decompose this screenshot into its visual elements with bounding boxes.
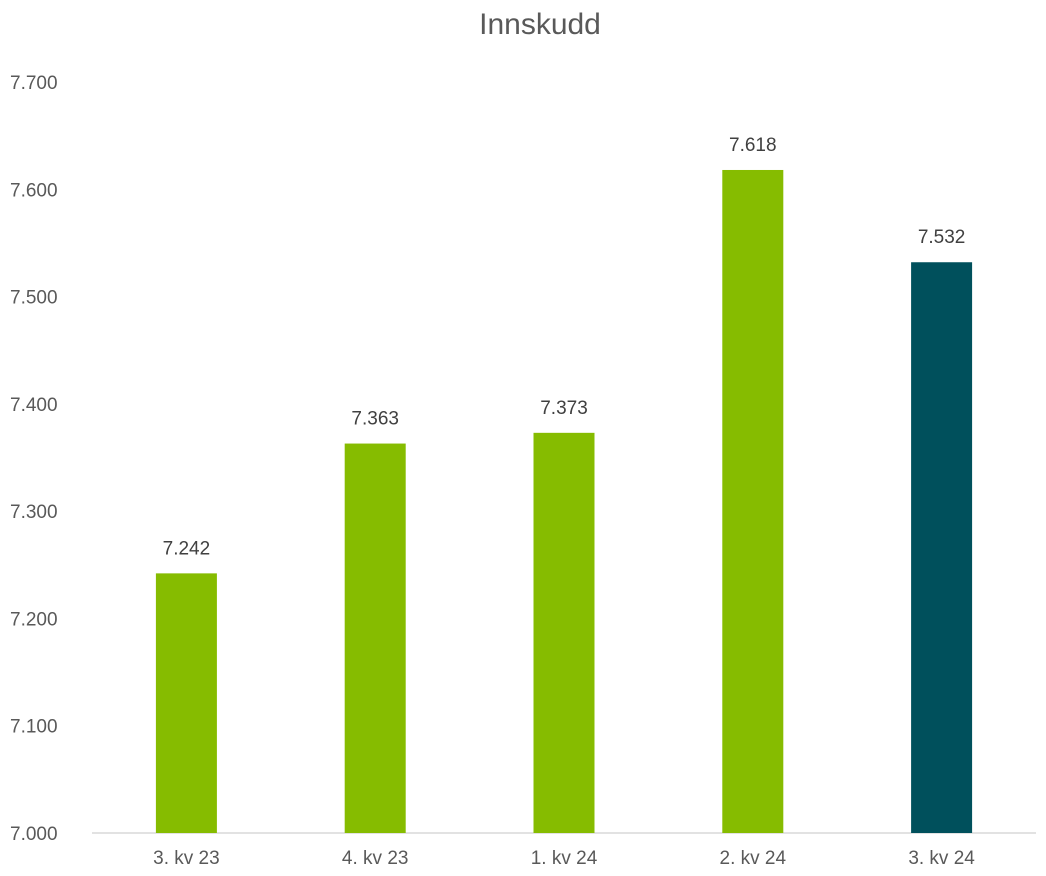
bar bbox=[533, 432, 595, 833]
x-tick-label: 1. kv 24 bbox=[531, 848, 598, 869]
y-tick-label: 7.300 bbox=[10, 502, 58, 523]
y-tick-label: 7.500 bbox=[10, 288, 58, 309]
y-tick-label: 7.700 bbox=[10, 73, 58, 94]
bar bbox=[911, 262, 973, 833]
data-label: 7.532 bbox=[918, 227, 966, 248]
y-tick-label: 7.100 bbox=[10, 717, 58, 738]
y-tick-label: 7.400 bbox=[10, 395, 58, 416]
bar bbox=[155, 573, 217, 833]
bar bbox=[344, 443, 406, 833]
x-tick-label: 3. kv 23 bbox=[153, 848, 220, 869]
x-tick-label: 2. kv 24 bbox=[720, 848, 787, 869]
x-tick-label: 3. kv 24 bbox=[908, 848, 975, 869]
y-tick-label: 7.600 bbox=[10, 180, 58, 201]
x-tick-label: 4. kv 23 bbox=[342, 848, 409, 869]
data-label: 7.373 bbox=[540, 398, 588, 419]
y-tick-label: 7.000 bbox=[10, 824, 58, 845]
data-label: 7.242 bbox=[163, 538, 211, 559]
bar bbox=[722, 169, 784, 833]
chart-title: Innskudd bbox=[479, 8, 601, 41]
y-tick-label: 7.200 bbox=[10, 609, 58, 630]
data-label: 7.618 bbox=[729, 135, 777, 156]
data-label: 7.363 bbox=[351, 409, 399, 430]
